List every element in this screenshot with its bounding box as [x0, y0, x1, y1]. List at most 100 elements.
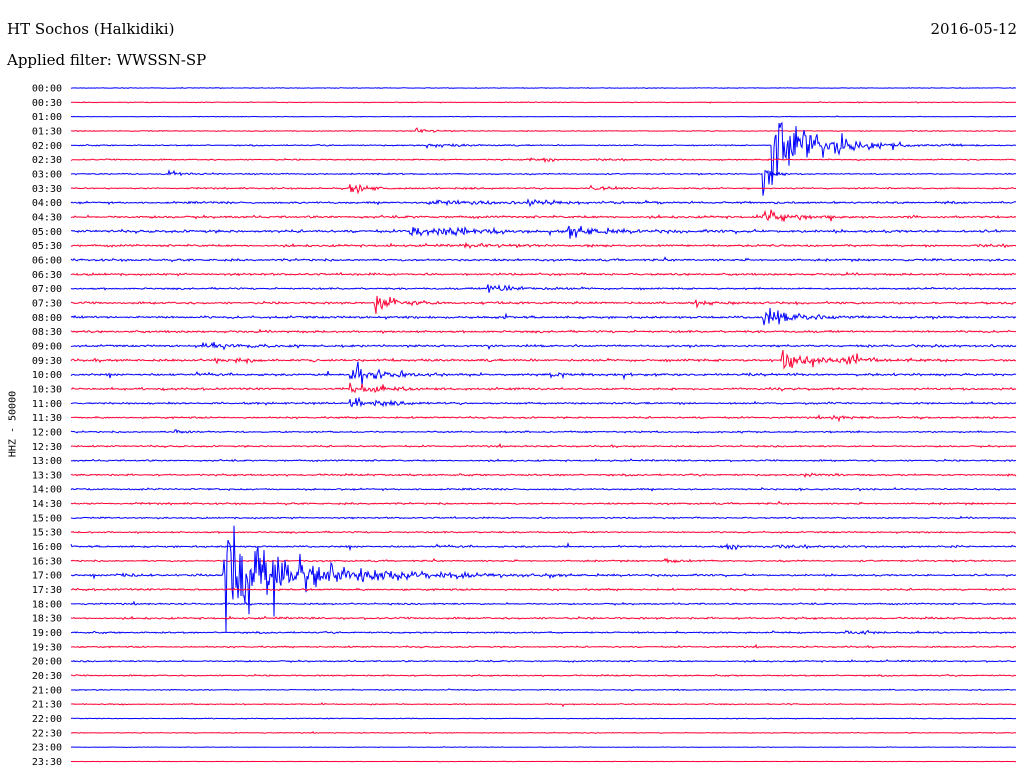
trace-line-1800: [70, 600, 1017, 606]
time-tick-label: 09:00: [32, 341, 62, 352]
time-tick-label: 18:00: [32, 599, 62, 610]
time-tick-label: 23:30: [32, 757, 62, 768]
time-tick-label: 11:00: [32, 399, 62, 410]
time-tick-label: 19:00: [32, 628, 62, 639]
trace-line-0700: [70, 284, 1017, 293]
trace-line-0730: [70, 295, 1017, 314]
time-tick-label: 13:00: [32, 456, 62, 467]
time-tick-label: 14:30: [32, 499, 62, 510]
time-tick-label: 11:30: [32, 413, 62, 424]
trace-line-1130: [70, 413, 1016, 423]
time-tick-label: 10:00: [32, 370, 62, 381]
trace-line-0430: [70, 209, 1017, 223]
trace-line-0130: [70, 127, 1017, 134]
time-tick-label: 04:30: [32, 212, 62, 223]
time-tick-label: 05:00: [32, 227, 62, 238]
plot-date: 2016-05-12: [930, 20, 1017, 38]
time-tick-label: 15:00: [32, 513, 62, 524]
trace-line-0200: [70, 122, 1017, 185]
time-tick-labels: 00:00 00:30 01:00 01:30 02:00 02:30 03:00 03:30…: [32, 84, 62, 769]
trace-line-1430: [70, 500, 1017, 506]
time-tick-label: 00:00: [32, 84, 62, 95]
time-tick-label: 12:00: [32, 427, 62, 438]
time-tick-label: 17:30: [32, 585, 62, 596]
time-tick-label: 20:00: [32, 657, 62, 668]
trace-line-1500: [70, 515, 1017, 520]
time-tick-label: 14:00: [32, 485, 62, 496]
trace-line-0300: [70, 169, 1017, 196]
trace-line-1600: [70, 542, 1016, 552]
trace-line-0630: [70, 271, 1017, 277]
time-tick-label: 07:30: [32, 298, 62, 309]
time-tick-label: 08:30: [32, 327, 62, 338]
trace-line-0900: [70, 341, 1017, 351]
trace-line-1230: [70, 442, 1017, 449]
trace-line-1930: [70, 643, 1017, 649]
trace-line-1030: [70, 382, 1017, 394]
time-tick-label: 06:00: [32, 255, 62, 266]
time-tick-label: 16:30: [32, 556, 62, 567]
time-tick-label: 09:30: [32, 356, 62, 367]
trace-line-0500: [70, 225, 1017, 239]
time-tick-label: 22:30: [32, 728, 62, 739]
time-tick-label: 03:30: [32, 184, 62, 195]
trace-line-2130: [70, 702, 1017, 708]
time-tick-label: 23:00: [32, 743, 62, 754]
time-tick-label: 16:00: [32, 542, 62, 553]
trace-line-2030: [70, 673, 1017, 678]
time-tick-label: 01:00: [32, 112, 62, 123]
trace-line-0530: [70, 241, 1017, 250]
trace-group: [70, 86, 1017, 763]
time-tick-label: 22:00: [32, 714, 62, 725]
trace-line-2100: [71, 688, 1017, 692]
trace-line-0100: [70, 115, 1017, 118]
trace-line-1100: [70, 396, 1017, 408]
trace-line-1400: [70, 486, 1017, 492]
trace-line-0330: [70, 183, 1017, 195]
trace-line-2300: [70, 746, 1017, 749]
trace-line-1000: [70, 361, 1017, 387]
trace-line-0600: [70, 256, 1017, 263]
trace-line-0400: [70, 198, 1017, 208]
trace-line-1330: [70, 472, 1017, 478]
time-tick-label: 12:30: [32, 442, 62, 453]
time-tick-label: 20:30: [32, 671, 62, 682]
trace-line-1530: [70, 530, 1017, 535]
trace-line-2230: [70, 730, 1017, 735]
time-tick-label: 17:00: [32, 571, 62, 582]
time-tick-label: 19:30: [32, 642, 62, 653]
time-tick-label: 02:30: [32, 155, 62, 166]
time-tick-label: 18:30: [32, 614, 62, 625]
time-tick-label: 13:30: [32, 470, 62, 481]
trace-line-1900: [71, 629, 1017, 635]
trace-line-1630: [70, 557, 1017, 564]
trace-line-1830: [70, 615, 1017, 621]
trace-line-1700: [71, 525, 1017, 633]
time-tick-label: 03:00: [32, 169, 62, 180]
trace-line-0930: [70, 349, 1016, 370]
trace-line-0830: [70, 328, 1016, 335]
trace-line-1300: [70, 458, 1017, 463]
trace-line-0800: [70, 307, 1017, 326]
trace-line-2000: [70, 659, 1017, 663]
trace-line-2200: [70, 717, 1017, 720]
time-tick-label: 10:30: [32, 384, 62, 395]
trace-line-2330: [71, 760, 1017, 763]
filter-label: Applied filter: WWSSN-SP: [7, 51, 207, 69]
time-tick-label: 05:30: [32, 241, 62, 252]
time-tick-label: 04:00: [32, 198, 62, 209]
time-tick-label: 01:30: [32, 126, 62, 137]
time-tick-label: 21:00: [32, 685, 62, 696]
time-tick-label: 00:30: [32, 98, 62, 109]
trace-line-0000: [70, 86, 1017, 90]
trace-line-1730: [70, 587, 1016, 592]
time-tick-label: 08:00: [32, 313, 62, 324]
station-title: HT Sochos (Halkidiki): [7, 20, 175, 38]
trace-line-0230: [70, 157, 1017, 164]
trace-line-1200: [70, 429, 1017, 434]
time-tick-label: 07:00: [32, 284, 62, 295]
time-tick-label: 02:00: [32, 141, 62, 152]
time-tick-label: 15:30: [32, 528, 62, 539]
trace-line-0030: [71, 101, 1017, 104]
